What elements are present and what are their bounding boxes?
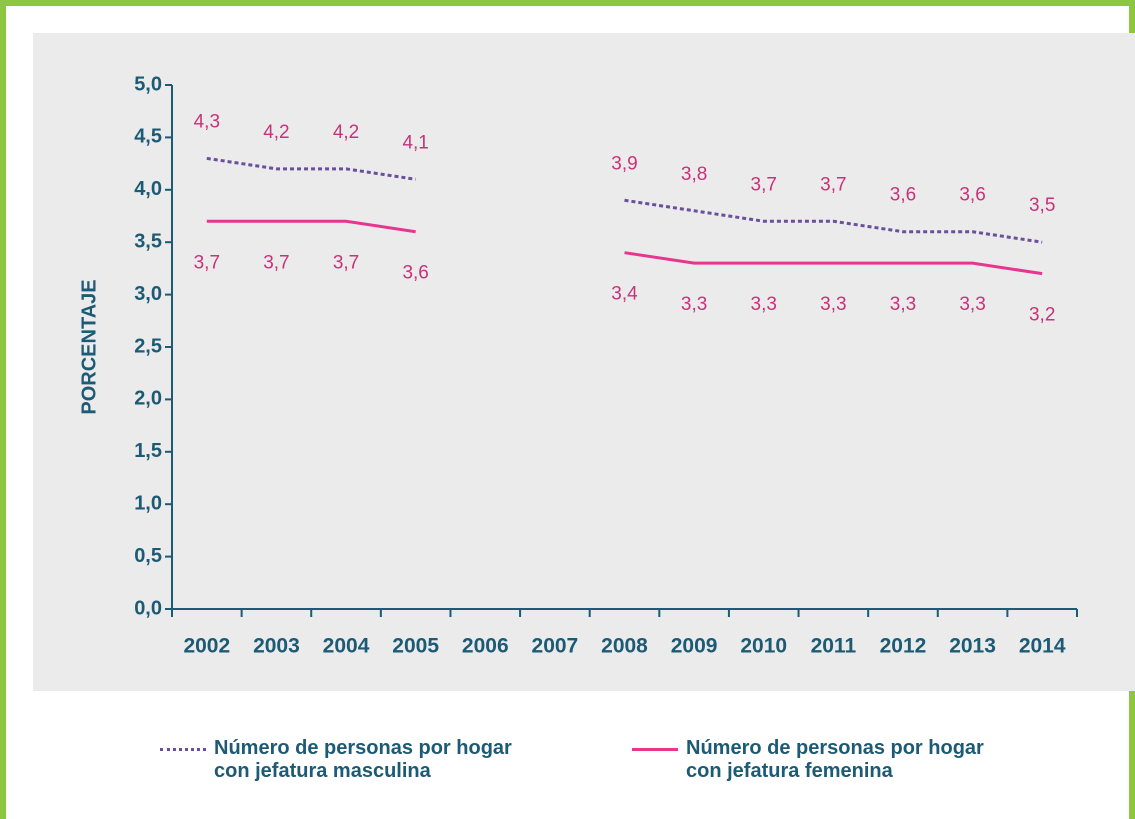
data-label: 3,7 — [751, 174, 777, 195]
y-tick-label: 0,5 — [134, 545, 162, 567]
data-label: 3,3 — [959, 294, 985, 315]
x-tick-label: 2002 — [183, 635, 230, 658]
data-label: 3,6 — [402, 263, 428, 284]
x-tick-label: 2012 — [880, 635, 927, 658]
data-label: 4,3 — [194, 111, 220, 132]
series-line — [206, 156, 1043, 244]
data-label: 4,1 — [402, 132, 428, 153]
data-label: 3,3 — [681, 294, 707, 315]
data-label: 4,2 — [333, 122, 359, 143]
plot-panel — [33, 33, 1135, 691]
data-label: 3,3 — [890, 294, 916, 315]
y-tick-label: 1,0 — [134, 492, 162, 514]
data-label: 3,3 — [820, 294, 846, 315]
y-axis-label: PORCENTAJE — [78, 279, 100, 414]
data-label: 3,8 — [681, 164, 707, 185]
data-label: 3,6 — [959, 185, 985, 206]
y-tick-label: 5,0 — [134, 73, 162, 95]
data-label: 3,7 — [194, 252, 220, 273]
data-label: 3,2 — [1029, 305, 1055, 326]
series-line — [206, 219, 1043, 276]
y-tick-label: 0,0 — [134, 597, 162, 619]
legend-label: Número de personas por hogar con jefatur… — [686, 737, 984, 782]
legend-item: Número de personas por hogar con jefatur… — [160, 737, 544, 783]
data-label: 3,9 — [611, 153, 637, 174]
x-tick-label: 2006 — [462, 635, 509, 658]
y-tick-label: 2,5 — [134, 335, 162, 357]
data-label: 3,7 — [333, 252, 359, 273]
y-tick-label: 3,0 — [134, 283, 162, 305]
data-label: 3,3 — [751, 294, 777, 315]
x-tick-label: 2004 — [323, 635, 370, 658]
data-label: 3,4 — [611, 284, 638, 305]
data-label: 3,7 — [263, 252, 289, 273]
x-tick-label: 2008 — [601, 635, 648, 658]
x-tick-label: 2010 — [740, 635, 787, 658]
y-tick-label: 1,5 — [134, 440, 162, 462]
y-tick-label: 3,5 — [134, 230, 162, 252]
legend-label: Número de personas por hogar con jefatur… — [214, 737, 512, 782]
x-tick-label: 2014 — [1019, 635, 1066, 658]
data-label: 3,7 — [820, 174, 846, 195]
x-tick-label: 2013 — [949, 635, 996, 658]
y-tick-label: 4,0 — [134, 178, 162, 200]
y-tick-label: 2,0 — [134, 388, 162, 410]
data-label: 4,2 — [263, 122, 289, 143]
data-label: 3,6 — [890, 185, 916, 206]
legend-swatch — [160, 748, 206, 751]
x-tick-label: 2003 — [253, 635, 300, 658]
legend-swatch — [632, 748, 678, 751]
data-label: 3,5 — [1029, 195, 1055, 216]
x-tick-label: 2009 — [671, 635, 718, 658]
y-tick-label: 4,5 — [134, 126, 162, 148]
legend-item: Número de personas por hogar con jefatur… — [632, 737, 1016, 783]
x-tick-label: 2005 — [392, 635, 439, 658]
x-tick-label: 2011 — [811, 635, 857, 658]
x-tick-label: 2007 — [532, 635, 579, 658]
